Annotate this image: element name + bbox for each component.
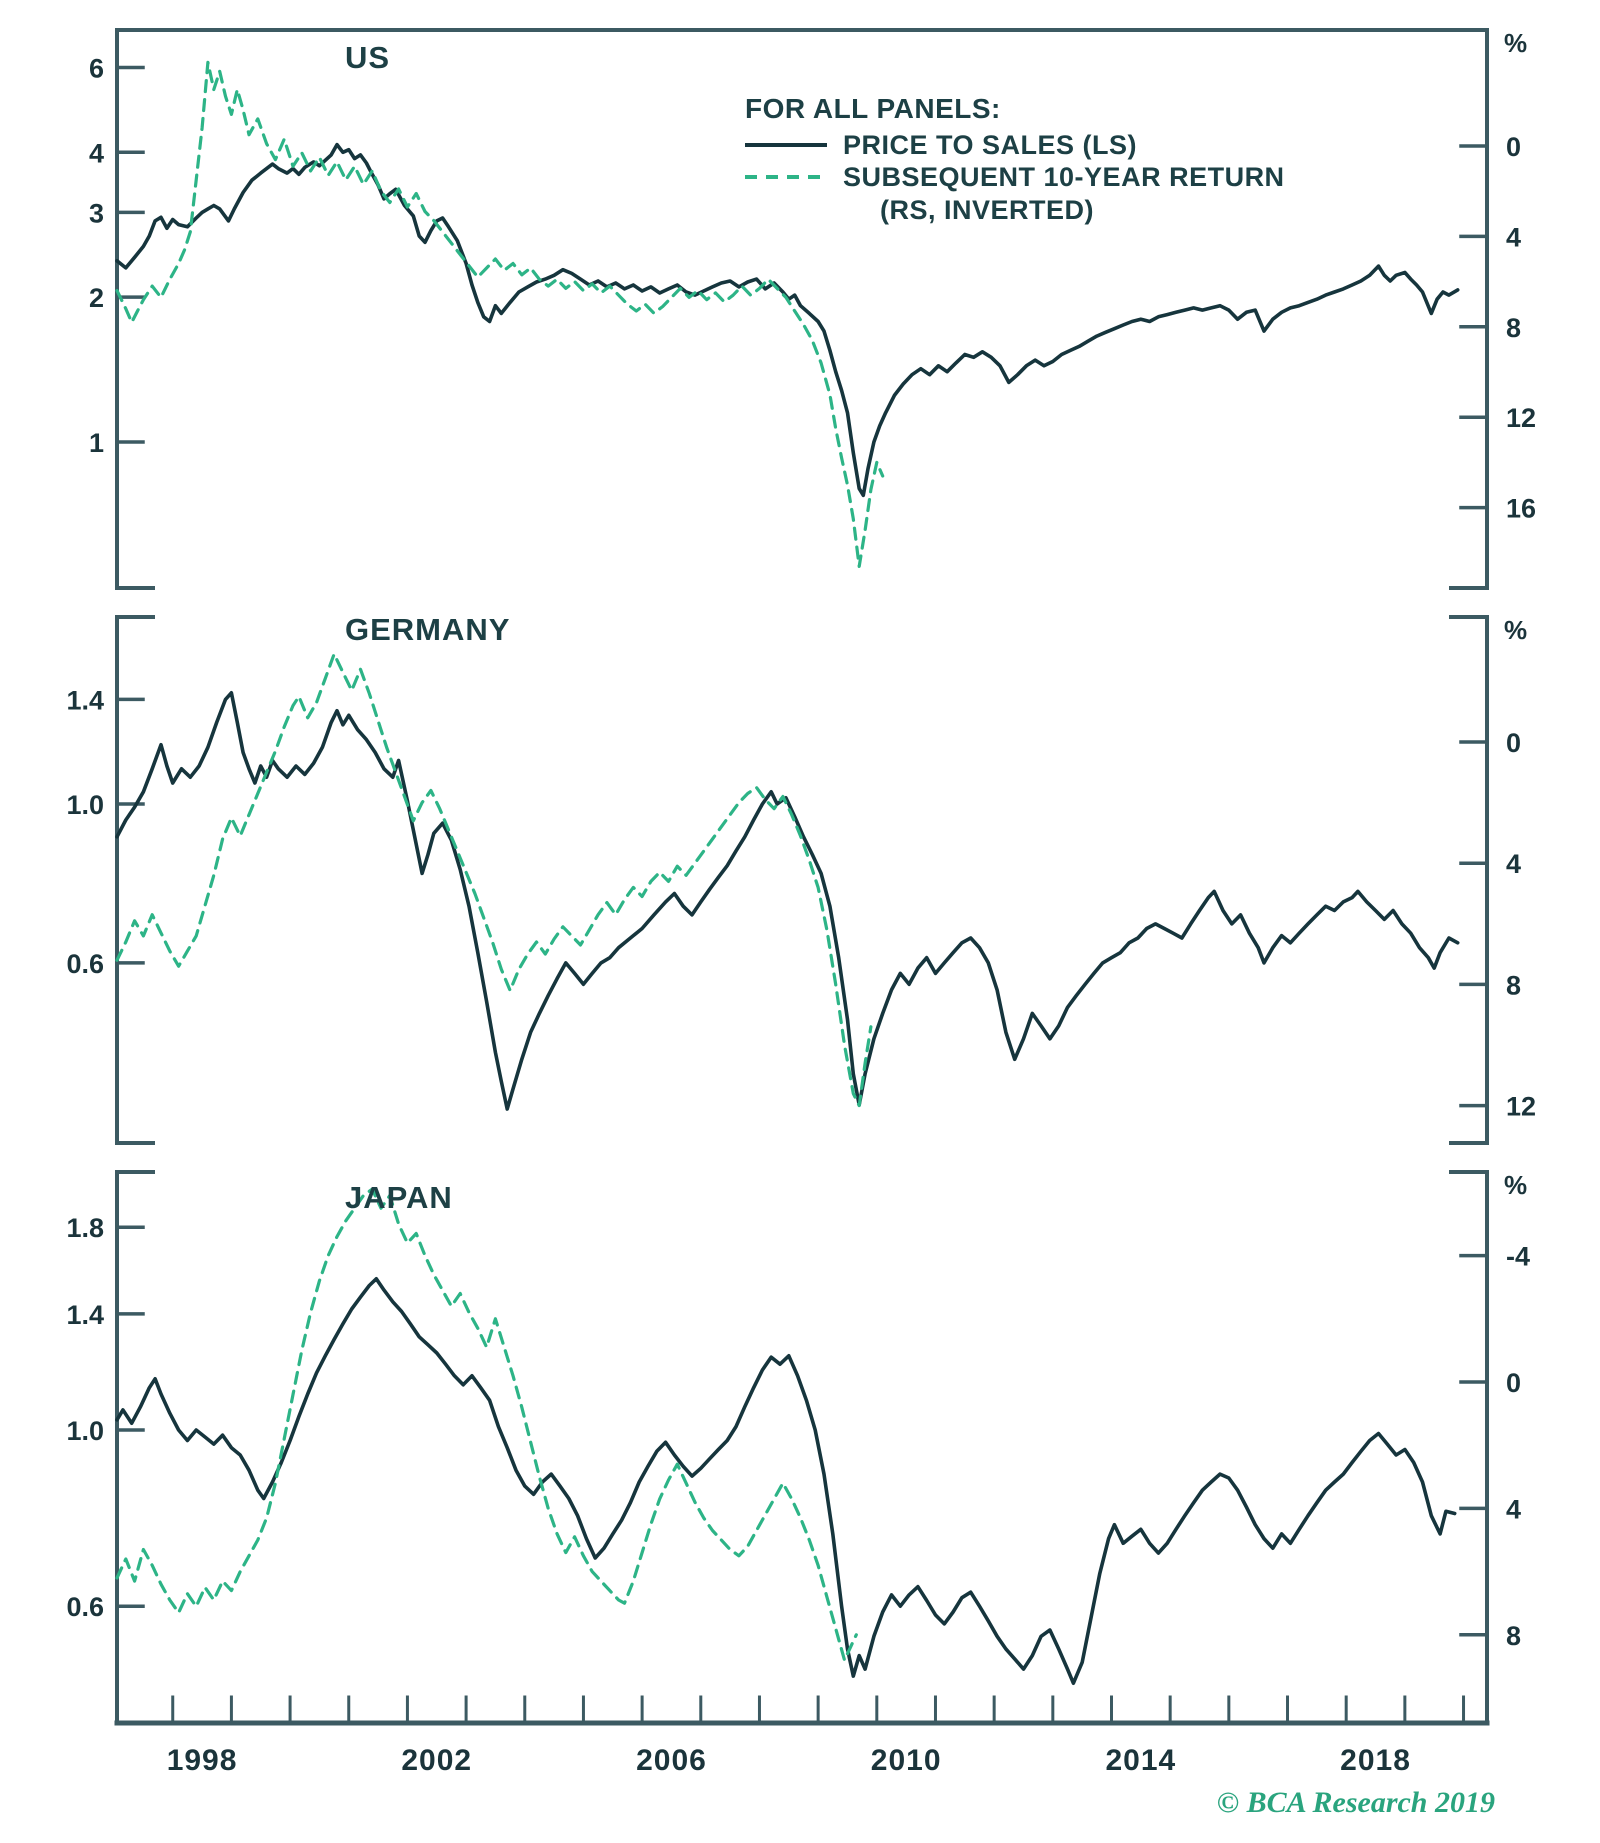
germany-subsequent-return-line (115, 652, 873, 1108)
panel-title-us: US (345, 40, 391, 75)
us-price-to-sales-line (115, 142, 1460, 498)
year-label: 1998 (167, 1744, 238, 1777)
japan-left-tick-label: 1.8 (66, 1213, 104, 1243)
panel-title-germany: GERMANY (345, 612, 511, 647)
germany-right-tick-label: 8 (1506, 970, 1521, 1000)
japan-left-tick-label: 1.4 (66, 1300, 104, 1330)
us-right-tick-label: 0 (1506, 132, 1521, 162)
copyright: © BCA Research 2019 (1216, 1786, 1495, 1819)
us-left-tick-label: 6 (89, 54, 104, 84)
us-subsequent-return-line (115, 60, 885, 568)
germany-left-tick-label: 1.4 (66, 685, 104, 715)
x-axis-labels: 1998 2002 2006 2010 2014 2018 (167, 1744, 1411, 1777)
return-line-swatch-icon (745, 175, 827, 179)
japan-left-tick-label: 1.0 (66, 1416, 104, 1446)
year-label: 2010 (871, 1744, 942, 1777)
us-left-tick-label: 2 (89, 283, 104, 313)
year-label: 2014 (1105, 1744, 1176, 1777)
panel-germany: 1.4 1.0 0.6 0 4 8 12% (66, 615, 1536, 1145)
germany-right-axis-unit: % (1504, 615, 1527, 645)
japan-right-tick-label: -4 (1506, 1242, 1530, 1272)
year-label: 2018 (1340, 1744, 1411, 1777)
us-right-axis-unit: % (1504, 28, 1527, 58)
legend-row-price: PRICE TO SALES (LS) (745, 129, 1285, 161)
germany-right-tick-label: 12 (1506, 1092, 1536, 1122)
us-right-tick-label: 16 (1506, 494, 1536, 524)
japan-subsequent-return-line (115, 1187, 858, 1662)
year-label: 2006 (636, 1744, 707, 1777)
germany-right-tick-label: 4 (1506, 849, 1521, 879)
legend: FOR ALL PANELS: PRICE TO SALES (LS) SUBS… (745, 93, 1285, 226)
legend-label-price: PRICE TO SALES (LS) (843, 129, 1138, 160)
legend-row-return: SUBSEQUENT 10-YEAR RETURN (745, 161, 1285, 193)
germany-left-tick-label: 1.0 (66, 790, 104, 820)
panel-title-japan: JAPAN (345, 1180, 453, 1215)
us-right-tick-label: 4 (1506, 222, 1521, 252)
germany-price-to-sales-line (115, 691, 1460, 1111)
legend-label-return-line2: (RS, INVERTED) (880, 195, 1095, 225)
germany-right-tick-label: 0 (1506, 728, 1521, 758)
legend-title: FOR ALL PANELS: (745, 93, 1001, 124)
year-label: 2002 (401, 1744, 472, 1777)
japan-price-to-sales-line (115, 1277, 1457, 1685)
us-right-tick-label: 8 (1506, 313, 1521, 343)
japan-left-tick-label: 0.6 (66, 1592, 104, 1622)
japan-right-tick-label: 4 (1506, 1494, 1521, 1524)
japan-right-tick-label: 8 (1506, 1621, 1521, 1651)
price-line-swatch-icon (745, 143, 827, 147)
legend-label-return: SUBSEQUENT 10-YEAR RETURN (843, 161, 1285, 192)
panel-us: 6 4 3 2 1 0 4 8 12 16% (89, 28, 1536, 590)
japan-right-tick-label: 0 (1506, 1368, 1521, 1398)
us-right-tick-label: 12 (1506, 403, 1536, 433)
us-left-tick-label: 3 (89, 198, 104, 228)
japan-right-axis-unit: % (1504, 1170, 1527, 1200)
us-left-tick-label: 1 (89, 428, 104, 458)
us-left-tick-label: 4 (89, 138, 104, 168)
germany-left-tick-label: 0.6 (66, 949, 104, 979)
panel-japan: 1.8 1.4 1.0 0.6 -4 0 4 8% (66, 1170, 1530, 1726)
